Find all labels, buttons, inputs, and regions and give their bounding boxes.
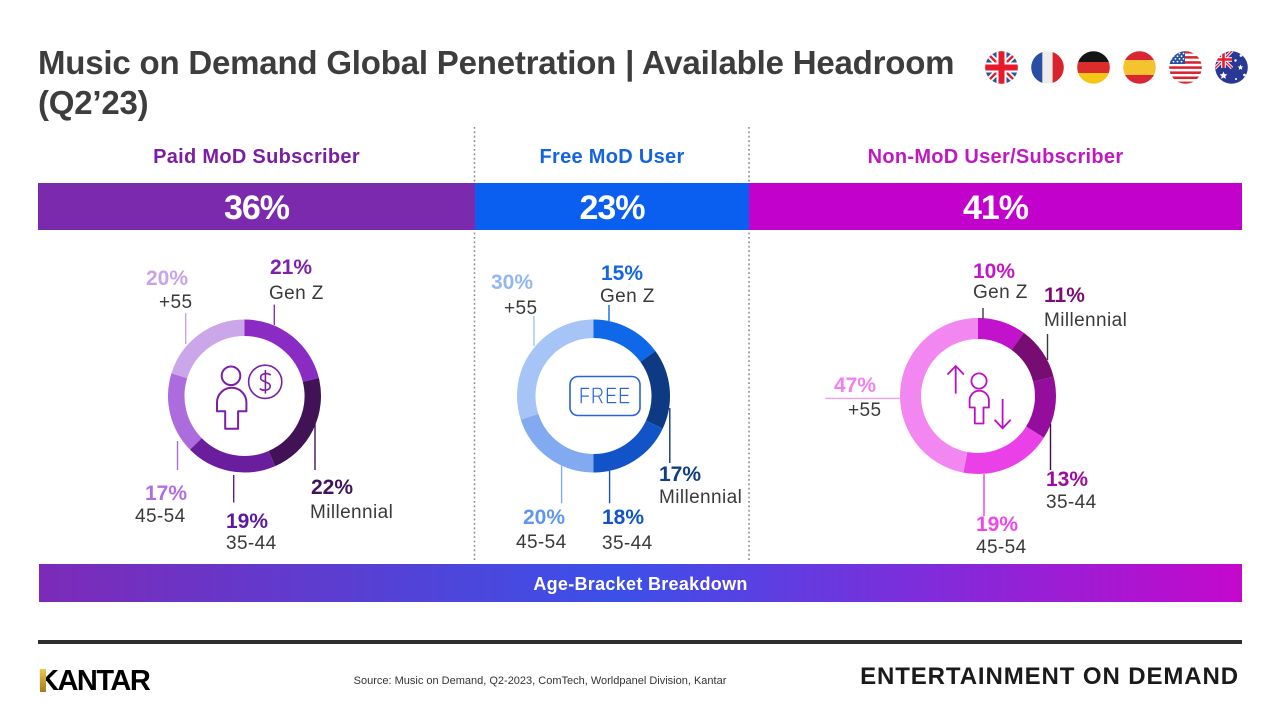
svg-text:FREE: FREE (579, 384, 631, 409)
